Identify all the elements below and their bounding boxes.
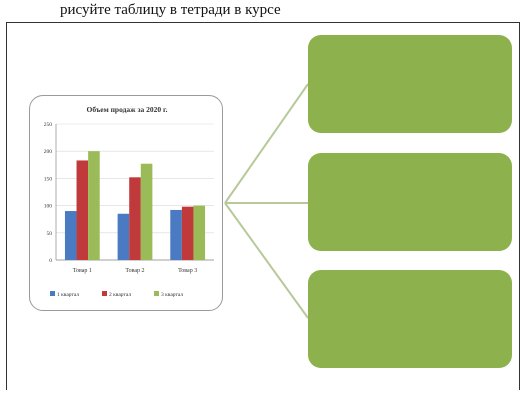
legend-swatch <box>50 291 55 296</box>
bar-1-1 <box>64 211 77 260</box>
y-tick-label: 150 <box>44 176 53 182</box>
x-category-label: Товар 1 <box>73 268 92 274</box>
legend-swatch <box>102 291 107 296</box>
y-tick-label: 200 <box>44 149 53 155</box>
y-tick-label: 50 <box>47 231 53 237</box>
green-box-top[interactable] <box>308 35 512 133</box>
bar-2-2 <box>129 177 141 260</box>
header-caption: рисуйте таблицу в тетради в курсе <box>60 2 281 18</box>
chart-title: Объем продаж за 2020 г. <box>87 105 168 114</box>
legend-swatch <box>154 291 159 296</box>
x-category-label: Товар 2 <box>125 268 144 274</box>
bar-2-1 <box>76 160 89 260</box>
chart-legend: 1 квартал 2 квартал 3 квартал <box>50 291 183 298</box>
green-box-middle[interactable] <box>308 153 512 251</box>
y-tick-labels: 0 50 100 150 200 250 <box>44 122 53 264</box>
legend-label: 3 квартал <box>161 292 183 298</box>
y-tick-label: 250 <box>44 122 53 128</box>
y-tick-label: 100 <box>44 204 53 210</box>
x-category-label: Товар 3 <box>178 268 197 274</box>
bars <box>64 151 206 260</box>
bar-3-1 <box>88 151 100 260</box>
legend-label: 1 квартал <box>57 292 79 298</box>
bar-3-3 <box>193 205 206 260</box>
y-tick-label: 0 <box>49 258 52 264</box>
chart-card[interactable]: Объем продаж за 2020 г. 0 50 100 150 200 250 … <box>29 95 223 311</box>
bar-2-3 <box>181 206 194 260</box>
bar-1-2 <box>117 213 130 260</box>
bar-3-2 <box>140 163 153 260</box>
green-box-bottom[interactable] <box>308 270 512 368</box>
x-category-labels: Товар 1 Товар 2 Товар 3 <box>73 268 197 274</box>
bar-1-3 <box>170 209 182 260</box>
legend-label: 2 квартал <box>109 292 131 298</box>
bar-chart: Объем продаж за 2020 г. 050100150200250 … <box>44 105 214 298</box>
